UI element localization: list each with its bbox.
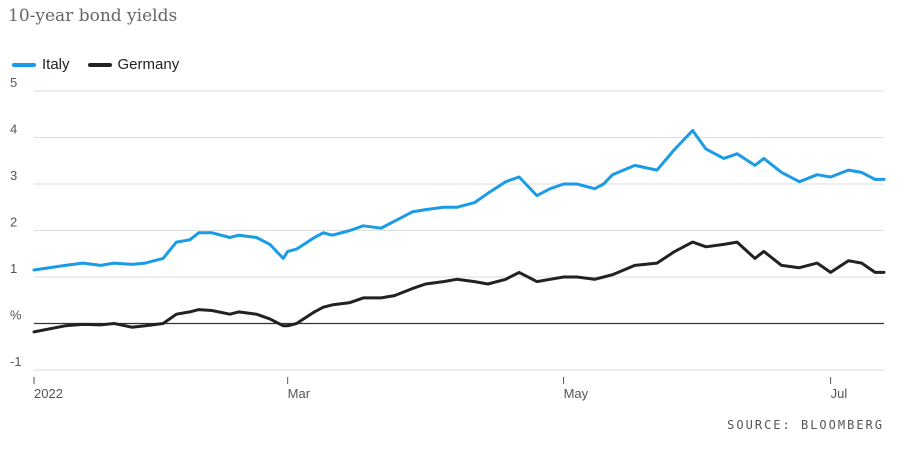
source-note: SOURCE: BLOOMBERG xyxy=(727,418,884,432)
y-tick-label: -1 xyxy=(10,354,22,369)
legend-swatch-italy xyxy=(12,62,36,67)
legend: Italy Germany xyxy=(12,56,179,73)
x-tick-label: Jul xyxy=(831,386,848,401)
legend-label-italy: Italy xyxy=(42,56,70,73)
x-tick-label: May xyxy=(564,386,589,401)
legend-item-italy: Italy xyxy=(12,56,70,73)
series-line-germany xyxy=(32,240,886,334)
x-tick-label: 2022 xyxy=(34,386,63,401)
chart-title: 10-year bond yields xyxy=(8,6,178,26)
legend-label-germany: Germany xyxy=(117,56,180,73)
series-line-italy xyxy=(32,129,886,272)
y-tick-label: 3 xyxy=(10,168,17,183)
x-tick-label: Mar xyxy=(288,386,311,401)
y-tick-label: % xyxy=(10,308,22,323)
y-tick-label: 2 xyxy=(10,215,17,230)
legend-item-germany: Germany xyxy=(87,56,180,73)
y-tick-label: 4 xyxy=(10,122,17,137)
legend-swatch-germany xyxy=(87,62,112,67)
y-tick-label: 1 xyxy=(10,261,17,276)
y-tick-label: 5 xyxy=(10,75,17,90)
